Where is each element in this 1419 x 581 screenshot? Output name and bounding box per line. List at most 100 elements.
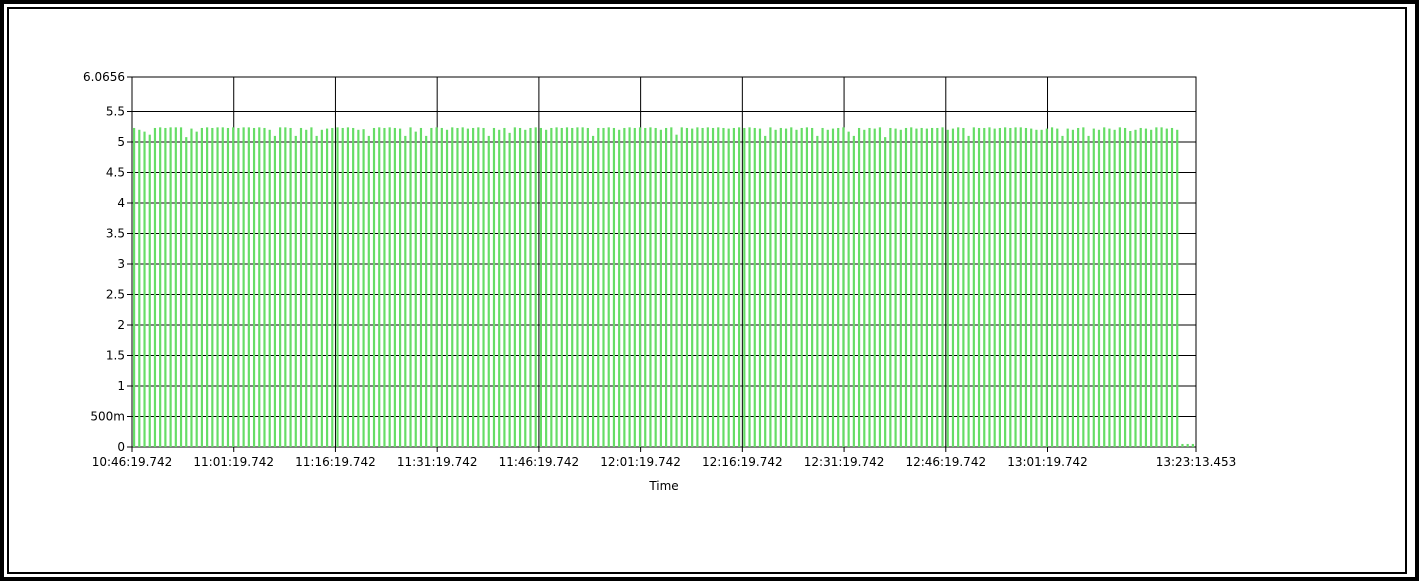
bar: [586, 127, 589, 447]
bar: [143, 131, 146, 447]
bar: [727, 128, 730, 447]
y-tick-label: 1.5: [106, 349, 125, 363]
bar: [790, 127, 793, 448]
bar: [946, 129, 949, 448]
bar: [1155, 127, 1158, 448]
bar: [706, 127, 709, 448]
bar: [513, 127, 516, 448]
bar: [258, 127, 261, 448]
y-tick-label: 2.5: [106, 288, 125, 302]
bar: [784, 128, 788, 447]
bar: [1071, 129, 1075, 448]
bar: [315, 135, 318, 447]
bar: [357, 129, 360, 448]
bar: [607, 127, 610, 448]
bar: [670, 127, 673, 448]
bar: [498, 129, 501, 448]
bar: [957, 127, 960, 448]
y-tick-label: 6.0656: [83, 70, 125, 84]
bar: [159, 127, 162, 448]
bar: [492, 127, 496, 447]
bar: [529, 127, 532, 447]
bar: [211, 127, 214, 447]
y-tick-label: 4.5: [106, 166, 125, 180]
bar: [174, 127, 177, 448]
bar: [352, 127, 355, 447]
bar: [1077, 127, 1080, 447]
bar: [331, 127, 334, 447]
bar: [1118, 127, 1121, 448]
bar: [346, 127, 350, 448]
bar: [487, 135, 490, 447]
bar: [169, 127, 172, 448]
bar: [477, 127, 480, 448]
bar: [482, 127, 485, 447]
y-tick-label: 3.5: [106, 227, 125, 241]
bar: [1024, 127, 1028, 447]
bar: [644, 127, 647, 447]
bar: [795, 129, 798, 448]
bar: [1061, 135, 1064, 447]
x-tick-label: 11:01:19.742: [193, 455, 274, 469]
bar: [685, 127, 689, 447]
bar: [910, 127, 913, 448]
bar: [1082, 127, 1085, 448]
x-tick-label: 12:46:19.742: [905, 455, 986, 469]
bar: [336, 127, 339, 448]
bar: [545, 129, 548, 448]
bar: [743, 127, 746, 447]
bar: [826, 129, 829, 448]
bar: [722, 127, 725, 447]
bar: [837, 127, 840, 447]
bar: [1123, 127, 1127, 447]
bar: [372, 127, 376, 447]
bar: [279, 127, 282, 448]
bar: [263, 127, 266, 447]
bar: [1181, 443, 1184, 447]
bar: [1097, 129, 1101, 448]
bar: [1170, 127, 1174, 447]
bar: [936, 127, 939, 447]
bar: [310, 127, 313, 448]
x-tick-label: 11:46:19.742: [499, 455, 580, 469]
x-tick-label: 12:16:19.742: [702, 455, 783, 469]
bar: [654, 127, 657, 447]
bar: [153, 127, 157, 447]
bar: [665, 127, 668, 447]
x-axis: 10:46:19.742 11:01:19.742 11:16:19.742 11:3…: [92, 447, 1237, 469]
bar: [904, 127, 908, 447]
bar: [1134, 129, 1137, 448]
bar: [550, 127, 553, 447]
bar: [852, 135, 855, 447]
bar: [341, 127, 344, 447]
x-tick-label: 11:31:19.742: [397, 455, 478, 469]
bar: [1129, 131, 1132, 447]
bar: [998, 127, 1001, 447]
bar: [602, 127, 605, 447]
bar: [748, 127, 751, 448]
bar: [779, 127, 782, 447]
bar: [325, 128, 329, 447]
x-tick-label: 13:23:13.453: [1156, 455, 1237, 469]
bar: [873, 128, 876, 447]
bar: [367, 135, 370, 447]
bar: [320, 129, 323, 448]
bar: [821, 127, 824, 447]
bar: [1103, 127, 1106, 448]
bar: [649, 127, 652, 448]
bar: [138, 129, 141, 448]
bar: [216, 127, 219, 448]
bar: [842, 127, 845, 448]
bar-series: [133, 127, 1194, 448]
bar: [925, 128, 928, 447]
bar: [581, 127, 584, 448]
bar: [1186, 443, 1189, 447]
bar: [1108, 128, 1111, 447]
bar: [539, 127, 543, 447]
bar: [717, 127, 720, 448]
bar: [456, 127, 459, 447]
bar: [1176, 129, 1179, 448]
bar: [206, 127, 209, 448]
